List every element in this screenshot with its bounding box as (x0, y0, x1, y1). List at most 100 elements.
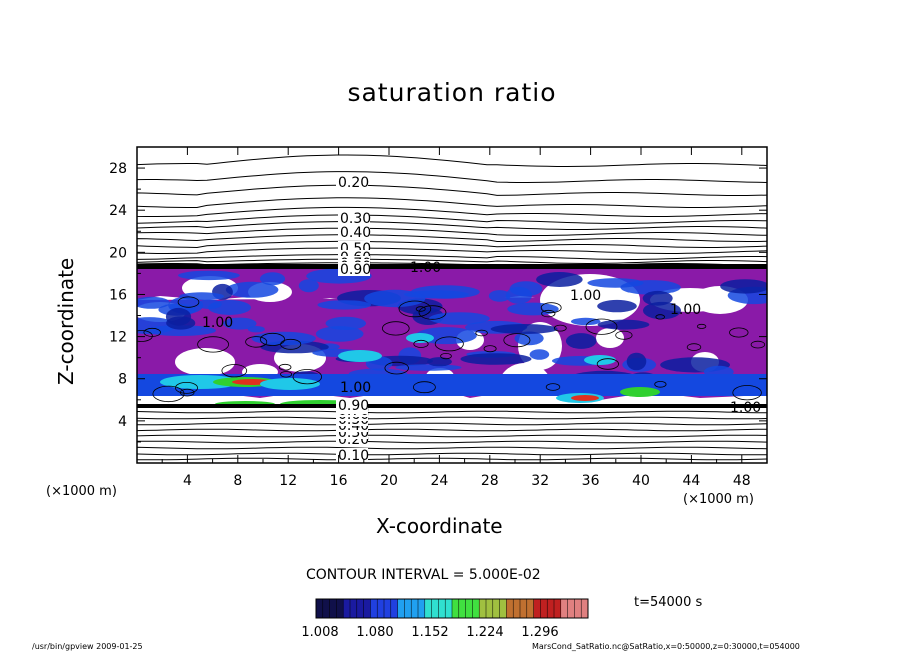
y-tick-label-2: 12 (109, 330, 127, 346)
mid-contour-label-0: 1.00 (202, 315, 233, 331)
colorbar-cell-37 (567, 599, 575, 618)
upper-contour-4 (137, 206, 767, 217)
upper-contour-2 (137, 184, 767, 196)
x-unit-left: (×1000 m) (46, 484, 117, 499)
cloud-contour-37 (655, 314, 665, 320)
x-axis-label: X-coordinate (376, 514, 503, 538)
colorbar-tick-label-3: 1.224 (466, 625, 503, 640)
blob-44 (325, 316, 367, 330)
blob-38 (196, 299, 222, 309)
blob-51 (643, 301, 681, 320)
upper-contour-6 (137, 221, 767, 230)
blob-6 (536, 272, 583, 287)
cloud-contour-22 (413, 339, 429, 348)
blob-63 (166, 316, 196, 330)
cloud-contour-32 (412, 381, 436, 394)
blob-55 (144, 325, 216, 336)
colorbar-cell-22 (465, 599, 473, 618)
cloud-contour-5 (278, 363, 292, 371)
hot-spot-3 (260, 378, 320, 390)
colorbar-cell-16 (424, 599, 433, 618)
colorbar-cell-15 (418, 599, 426, 618)
cloud-contour-24 (292, 369, 323, 385)
contour-interval-label: CONTOUR INTERVAL = 5.000E-02 (306, 567, 541, 583)
chart-title: saturation ratio (347, 78, 557, 107)
lower-contour-6 (137, 440, 767, 444)
cloud-contour-21 (434, 336, 464, 352)
cloud-contour-3 (381, 321, 410, 336)
colorbar-cell-34 (547, 599, 555, 618)
cloud-contour-35 (221, 364, 248, 378)
blob-59 (178, 270, 240, 281)
colorbar-cell-6 (356, 599, 365, 618)
lower-contour-2 (137, 416, 767, 420)
blob-20 (488, 290, 511, 302)
blob-15 (460, 353, 532, 365)
hot-spot-8 (620, 387, 660, 397)
cloud-contour-4 (540, 302, 562, 314)
colorbar-cell-33 (540, 599, 548, 618)
colorbar-cell-8 (370, 599, 378, 618)
hot-spot-9 (406, 333, 434, 343)
upper-contour-label-7-bg (338, 262, 370, 276)
blob-17 (247, 326, 265, 333)
cloud-contour-38 (177, 296, 200, 308)
upper-contour-label-0-bg (336, 175, 368, 189)
upper-contour-label-2: 0.40 (340, 225, 371, 241)
y-tick-label-1: 8 (118, 372, 127, 388)
upper-contour-7 (137, 227, 767, 236)
colorbar-cell-32 (533, 599, 541, 618)
lower-contour-8 (137, 452, 767, 456)
blob-16 (507, 302, 559, 316)
cloud-contour-11 (750, 340, 766, 349)
colorbar-cell-24 (479, 599, 487, 618)
clear-region-8 (175, 348, 235, 376)
colorbar-cell-26 (492, 599, 501, 618)
x-tick-label-10: 44 (682, 473, 700, 489)
cloud-contour-31 (398, 300, 432, 318)
x-tick-label-4: 20 (380, 473, 398, 489)
cloud-contour-14 (179, 388, 195, 397)
colorbar-cell-20 (452, 599, 460, 618)
upper-contour-0 (137, 154, 767, 167)
plot-frame (136, 146, 768, 464)
cloud-contour-0 (440, 352, 452, 360)
cloud-contour-33 (418, 305, 447, 320)
blob-14 (315, 326, 364, 342)
colorbar-tick-label-0: 1.008 (301, 625, 338, 640)
colorbar-cell-7 (363, 599, 371, 618)
colorbar-cell-14 (411, 599, 419, 618)
footer-left: /usr/bin/gpview 2009-01-25 (32, 642, 143, 651)
upper-contour-label-2-bg (338, 225, 370, 239)
colorbar-frame (315, 598, 589, 619)
cloud-contour-17 (541, 309, 556, 318)
lower-contour-7 (137, 446, 767, 450)
upper-contour-label-1: 0.30 (340, 211, 371, 227)
colorbar: 1.008 1.080 1.152 1.224 1.296 (301, 598, 589, 640)
x-tick-label-6: 28 (481, 473, 499, 489)
cloud-contour-36 (545, 383, 561, 391)
colorbar-cell-9 (377, 599, 385, 618)
cloud-contour-13 (615, 330, 633, 340)
colorbar-cell-36 (560, 599, 569, 618)
x-tick-label-7: 32 (531, 473, 549, 489)
cloud-contour-10 (553, 324, 567, 332)
blob-13 (410, 285, 480, 299)
x-tick-label-3: 16 (330, 473, 348, 489)
upper-contour-1 (137, 171, 767, 183)
lower-contour-label-8: 0.90 (338, 398, 369, 414)
blob-58 (137, 296, 170, 309)
field-layer: 0.200.300.400.500.600.700.800.900.100.20… (137, 154, 767, 463)
lower-contour-4 (137, 428, 767, 432)
mid-contour-label-2: 1.00 (670, 302, 701, 318)
colorbar-cell-3 (336, 599, 344, 618)
blob-61 (505, 286, 532, 304)
colorbar-cell-35 (554, 599, 562, 618)
upper-contour-label-1-bg (338, 211, 370, 225)
x-unit-right: (×1000 m) (683, 492, 754, 507)
x-tick-label-8: 36 (582, 473, 600, 489)
colorbar-cell-2 (329, 599, 337, 618)
cloud-contour-26 (596, 358, 620, 370)
mid-contour-label-5: 1.00 (730, 400, 761, 416)
